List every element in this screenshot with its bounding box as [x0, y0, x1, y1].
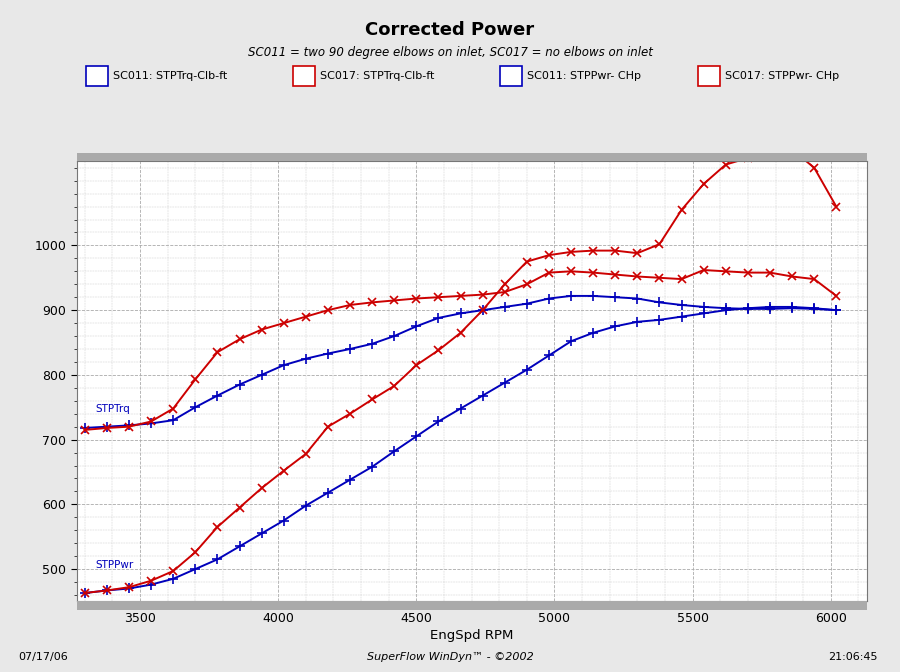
Text: Corrected Power: Corrected Power [365, 22, 535, 39]
Text: SC017: STPTrq-Clb-ft: SC017: STPTrq-Clb-ft [320, 71, 435, 81]
Text: STPPwr: STPPwr [95, 560, 134, 571]
Text: SC011 = two 90 degree elbows on inlet, SC017 = no elbows on inlet: SC011 = two 90 degree elbows on inlet, S… [248, 46, 652, 59]
Text: x: x [299, 69, 308, 83]
Text: SC011: STPPwr- CHp: SC011: STPPwr- CHp [527, 71, 642, 81]
Text: +: + [505, 69, 517, 83]
Text: SC017: STPPwr- CHp: SC017: STPPwr- CHp [725, 71, 840, 81]
X-axis label: EngSpd RPM: EngSpd RPM [430, 629, 513, 642]
Text: 21:06:45: 21:06:45 [828, 653, 878, 662]
Text: SC011: STPTrq-Clb-ft: SC011: STPTrq-Clb-ft [113, 71, 228, 81]
Text: STPTrq: STPTrq [95, 404, 130, 414]
Text: 07/17/06: 07/17/06 [18, 653, 68, 662]
Text: x: x [704, 69, 713, 83]
Text: +: + [91, 69, 103, 83]
Text: SuperFlow WinDyn™ - ©2002: SuperFlow WinDyn™ - ©2002 [366, 653, 534, 662]
